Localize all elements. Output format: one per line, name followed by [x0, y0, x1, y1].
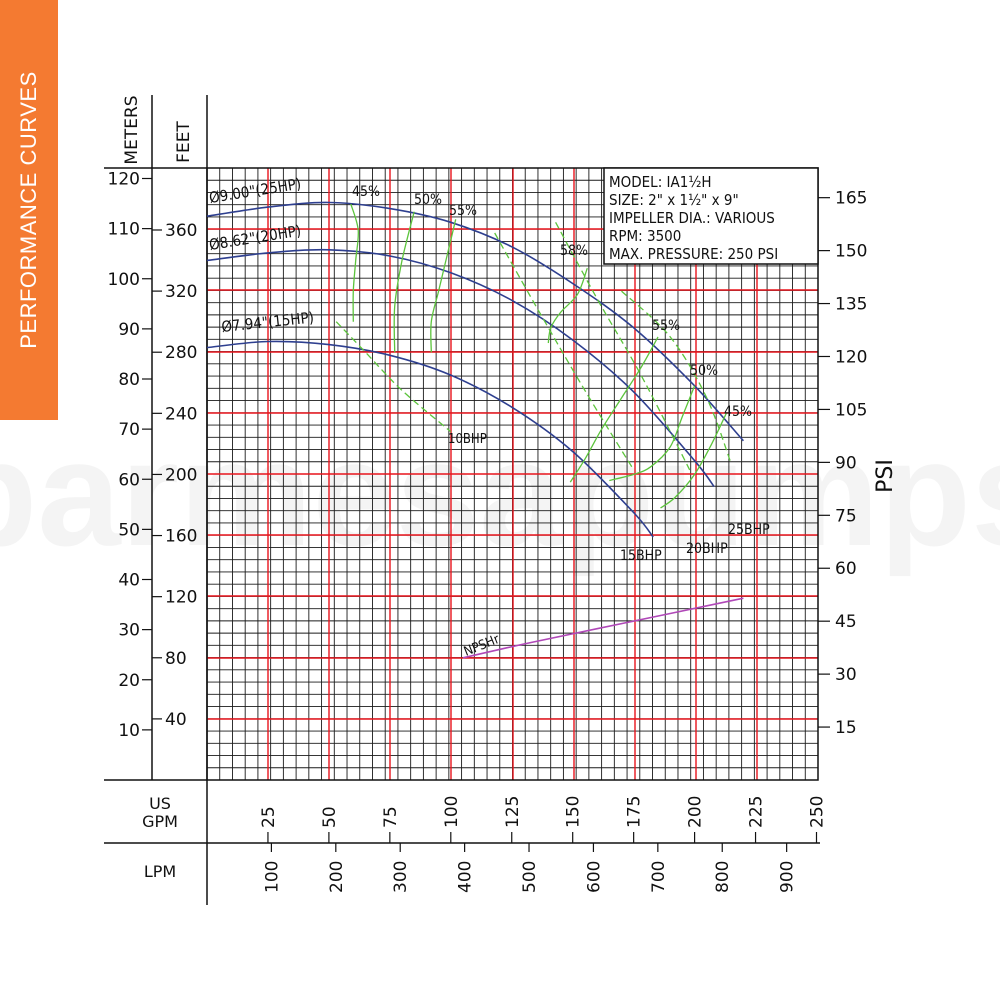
meters-tick-label: 70	[118, 420, 140, 440]
meters-tick-label: 40	[118, 571, 140, 591]
lpm-axis-label: LPM	[144, 862, 176, 881]
feet-axis-label: FEET	[174, 121, 194, 163]
lpm-tick-label: 700	[649, 861, 669, 893]
curve-efficiency	[569, 336, 659, 483]
gpm-tick-label: 250	[808, 796, 828, 828]
curve-head	[206, 340, 654, 538]
info-line-rpm: RPM: 3500	[609, 227, 681, 245]
curve-bhp	[621, 290, 732, 464]
grid	[206, 167, 819, 781]
feet-tick-label: 240	[165, 404, 197, 424]
curve-bhp	[494, 232, 635, 471]
curve-efficiency	[430, 219, 457, 353]
side-tab: PERFORMANCE CURVES	[0, 0, 58, 420]
curve-efficiency	[547, 267, 588, 344]
curve-label-head: Ø9.00"(25HP)	[208, 175, 303, 207]
curve-label-efficiency: 45%	[352, 184, 380, 200]
meters-tick-label: 100	[108, 270, 140, 290]
psi-axis-label: PSI	[873, 459, 898, 493]
curve-label-efficiency: 58%	[560, 243, 588, 259]
info-line-model: MODEL: IA1½H	[609, 173, 712, 191]
curve-label-efficiency: 50%	[414, 192, 442, 208]
curve-bhp	[555, 221, 691, 471]
curve-label-efficiency: 55%	[652, 318, 680, 334]
feet-tick-label: 80	[165, 649, 187, 669]
lpm-tick-label: 200	[327, 861, 347, 893]
gpm-tick-label: 150	[564, 796, 584, 828]
meters-axis-label: METERS	[122, 95, 142, 164]
meters-tick-label: 80	[118, 370, 140, 390]
meters-tick-label: 60	[118, 470, 140, 490]
gpm-tick-label: 100	[442, 796, 462, 828]
lpm-tick-label: 600	[584, 861, 604, 893]
gpm-tick-label: 25	[259, 806, 279, 828]
curve-label-bhp: 25BHP	[728, 522, 770, 538]
curve-head	[206, 248, 715, 488]
psi-tick-label: 120	[835, 347, 867, 367]
meters-tick-label: 30	[118, 621, 140, 641]
gpm-axis-label-top: US	[149, 794, 171, 813]
meters-tick-label: 110	[108, 220, 140, 240]
feet-tick-label: 280	[165, 343, 197, 363]
psi-tick-label: 45	[835, 612, 857, 632]
feet-tick-label: 160	[165, 527, 197, 547]
lpm-tick-label: 500	[520, 861, 540, 893]
curve-label-bhp: 10BHP	[448, 432, 487, 447]
meters-tick-label: 20	[118, 671, 140, 691]
curve-label-npsh: NPSHr	[462, 632, 502, 660]
psi-tick-label: 30	[835, 665, 857, 685]
gpm-tick-label: 75	[381, 806, 401, 828]
gpm-tick-label: 225	[747, 796, 767, 828]
curve-label-head: Ø8.62"(20HP)	[208, 222, 303, 254]
curve-label-efficiency: 55%	[449, 203, 477, 219]
info-line-size: SIZE: 2" x 1½" x 9"	[609, 191, 739, 209]
psi-tick-label: 165	[835, 189, 867, 209]
feet-tick-label: 320	[165, 282, 197, 302]
psi-tick-label: 75	[835, 506, 857, 526]
meters-tick-label: 90	[118, 320, 140, 340]
ticks: 10 20 30 40 50 60 70 80 90 100 110 120 40 80 120 160 200…	[108, 170, 868, 894]
curve-efficiency	[609, 385, 696, 482]
meters-tick-label: 120	[108, 170, 140, 190]
psi-tick-label: 135	[835, 295, 867, 315]
meters-tick-label: 50	[118, 520, 140, 540]
psi-tick-label: 60	[835, 559, 857, 579]
feet-tick-label: 120	[165, 588, 197, 608]
lpm-tick-label: 900	[778, 861, 798, 893]
feet-tick-label: 40	[165, 710, 187, 730]
plot-border	[206, 167, 819, 781]
feet-tick-label: 200	[165, 465, 197, 485]
curves	[206, 201, 744, 659]
curve-label-efficiency: 45%	[724, 404, 752, 420]
curve-efficiency	[350, 203, 360, 322]
gpm-tick-label: 50	[320, 806, 340, 828]
psi-tick-label: 105	[835, 400, 867, 420]
lpm-tick-label: 100	[262, 861, 282, 893]
curve-npsh	[462, 597, 744, 659]
psi-tick-label: 150	[835, 242, 867, 262]
curve-label-bhp: 20BHP	[686, 541, 728, 557]
curve-head	[206, 201, 744, 442]
info-line-impeller: IMPELLER DIA.: VARIOUS	[609, 209, 775, 227]
lpm-tick-label: 800	[713, 861, 733, 893]
curve-efficiency	[660, 413, 727, 509]
gpm-tick-label: 125	[503, 796, 523, 828]
curve-bhp	[335, 321, 452, 433]
curve-label-bhp: 15BHP	[620, 548, 662, 564]
curve-efficiency	[393, 211, 415, 353]
psi-tick-label: 15	[835, 718, 857, 738]
info-box: MODEL: IA1½H SIZE: 2" x 1½" x 9" IMPELLE…	[603, 167, 819, 265]
gpm-tick-label: 200	[686, 796, 706, 828]
lpm-tick-label: 400	[456, 861, 476, 893]
feet-tick-label: 360	[165, 221, 197, 241]
info-line-pressure: MAX. PRESSURE: 250 PSI	[609, 245, 778, 263]
curve-label-efficiency: 50%	[690, 363, 718, 379]
gpm-axis-label-bottom: GPM	[142, 812, 178, 831]
meters-tick-label: 10	[118, 721, 140, 741]
psi-tick-label: 90	[835, 453, 857, 473]
gpm-tick-label: 175	[625, 796, 645, 828]
lpm-tick-label: 300	[391, 861, 411, 893]
